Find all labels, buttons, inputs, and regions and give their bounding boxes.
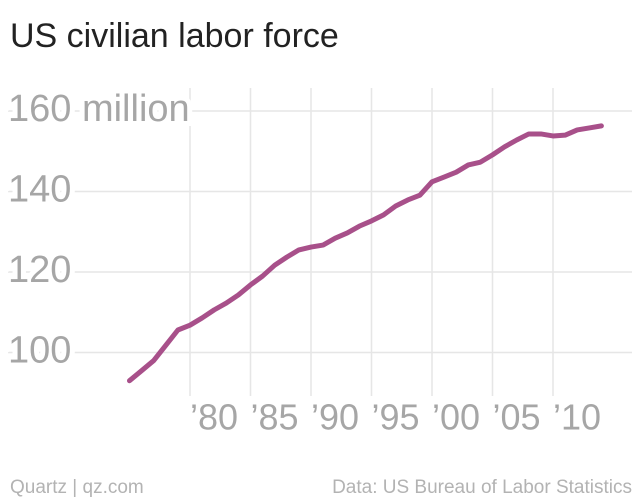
credit: Quartz | qz.com <box>10 477 144 498</box>
data-line <box>127 123 604 384</box>
y-tick-label: 140 <box>8 169 71 211</box>
x-tick-label: ’90 <box>311 397 359 438</box>
x-tick-label: ’10 <box>553 397 601 438</box>
y-tick-label: 160 million <box>8 88 190 130</box>
x-tick-label: ’05 <box>493 397 541 438</box>
x-tick-label: ’85 <box>251 397 299 438</box>
chart-title: US civilian labor force <box>10 17 339 55</box>
x-tick-label: ’00 <box>432 397 480 438</box>
source: Data: US Bureau of Labor Statistics <box>332 477 632 498</box>
x-tick-label: ’95 <box>372 397 420 438</box>
x-tick-label: ’80 <box>190 397 238 438</box>
y-tick-label: 100 <box>8 330 71 372</box>
y-tick-label: 120 <box>8 249 71 291</box>
